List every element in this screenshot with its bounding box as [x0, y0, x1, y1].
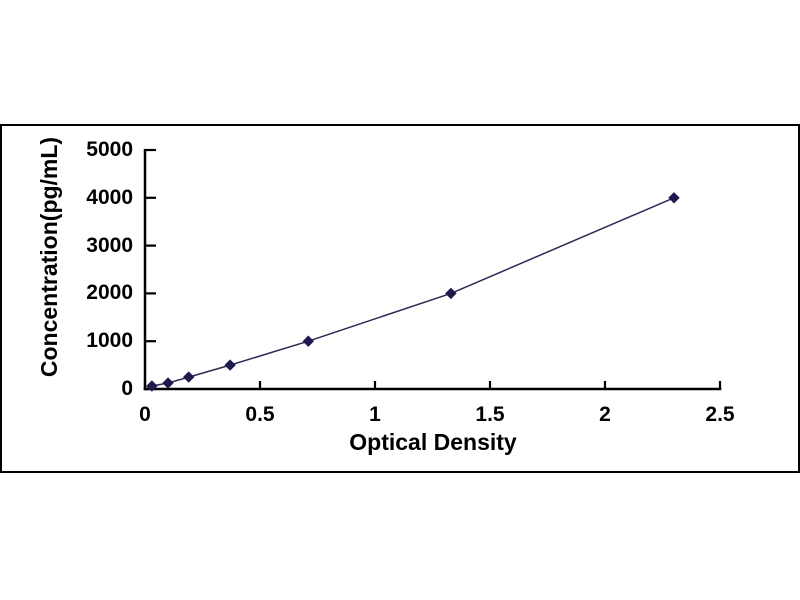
data-point-marker — [146, 380, 158, 392]
plot-frame — [0, 124, 800, 473]
y-tick-label: 5000 — [86, 138, 133, 161]
series-line — [151, 197, 675, 387]
x-tick-label: 1 — [369, 403, 381, 426]
x-axis-title: Optical Density — [349, 429, 517, 455]
data-point-marker — [445, 287, 457, 300]
data-point-marker — [224, 359, 236, 371]
y-tick-label: 0 — [121, 377, 133, 400]
y-tick-label: 4000 — [86, 185, 133, 209]
data-point-marker — [302, 335, 315, 347]
x-tick-label: 0.5 — [245, 403, 275, 426]
x-tick-label: 0 — [139, 403, 151, 426]
x-tick-label: 1.5 — [475, 403, 505, 426]
x-tick-label: 2.5 — [705, 403, 735, 426]
data-point-marker — [182, 371, 195, 383]
y-tick-label: 1000 — [86, 329, 133, 353]
y-tick-label: 3000 — [86, 233, 133, 257]
x-tick-label: 2 — [599, 403, 611, 426]
data-point-marker — [668, 192, 680, 204]
y-tick-label: 2000 — [86, 281, 133, 305]
y-axis-title: Concentration(pg/mL) — [36, 136, 62, 378]
data-point-marker — [162, 377, 174, 389]
